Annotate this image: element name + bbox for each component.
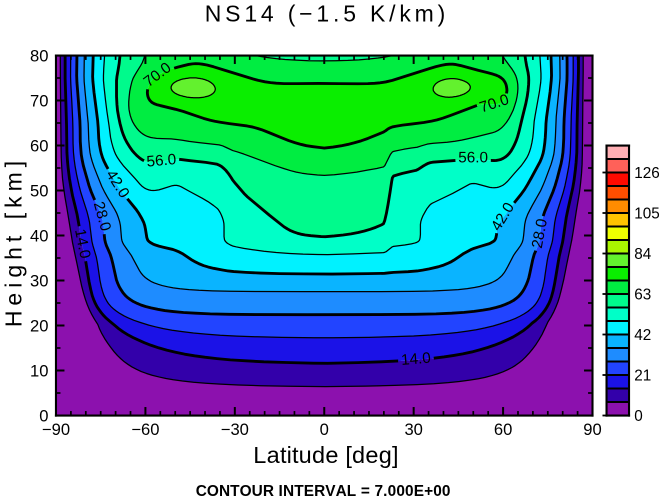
- svg-text:=: =: [361, 483, 370, 500]
- svg-text:60: 60: [30, 137, 48, 156]
- svg-text:21: 21: [634, 368, 651, 385]
- svg-text:S: S: [225, 1, 240, 27]
- svg-text:[: [: [345, 442, 352, 468]
- svg-text:T: T: [230, 483, 240, 500]
- svg-text:−: −: [299, 1, 312, 27]
- svg-text:e: e: [1, 293, 27, 306]
- svg-text:0: 0: [634, 408, 643, 425]
- svg-text:10: 10: [30, 362, 48, 381]
- svg-text:E: E: [304, 483, 314, 500]
- svg-text:K: K: [370, 1, 386, 27]
- svg-text:30: 30: [404, 420, 422, 439]
- svg-text:O: O: [240, 483, 252, 500]
- svg-text:(: (: [288, 1, 296, 27]
- svg-text:90: 90: [583, 420, 601, 439]
- svg-text:N: N: [283, 483, 294, 500]
- svg-text:N: N: [219, 483, 230, 500]
- svg-text:28.0: 28.0: [529, 217, 551, 249]
- svg-text:d: d: [352, 442, 365, 468]
- svg-text:0: 0: [433, 483, 442, 500]
- svg-text:0: 0: [320, 420, 329, 439]
- svg-text:−30: −30: [221, 420, 249, 439]
- svg-text:k: k: [1, 196, 27, 208]
- svg-text:U: U: [252, 483, 263, 500]
- svg-text:60: 60: [494, 420, 512, 439]
- svg-text:0: 0: [39, 407, 48, 426]
- svg-text:m: m: [415, 1, 434, 27]
- svg-text:]: ]: [392, 442, 399, 468]
- svg-text:.: .: [333, 1, 339, 27]
- svg-text:g: g: [379, 442, 392, 468]
- svg-text:N: N: [205, 1, 222, 27]
- svg-text:I: I: [279, 483, 283, 500]
- svg-text:63: 63: [634, 287, 651, 304]
- svg-text:T: T: [294, 483, 304, 500]
- svg-text:[: [: [1, 212, 27, 219]
- svg-text:R: R: [263, 483, 274, 500]
- svg-text:80: 80: [30, 47, 48, 66]
- svg-text:+: +: [424, 483, 433, 500]
- svg-text:u: u: [299, 442, 312, 468]
- svg-text:56.0: 56.0: [146, 151, 177, 171]
- svg-text:1: 1: [316, 1, 329, 27]
- svg-text:105: 105: [634, 206, 659, 223]
- svg-text:k: k: [399, 1, 411, 27]
- svg-text:40: 40: [30, 227, 48, 246]
- svg-text:20: 20: [30, 317, 48, 336]
- svg-text:1: 1: [244, 1, 257, 27]
- svg-text:h: h: [1, 247, 27, 260]
- svg-text:m: m: [0, 172, 26, 191]
- svg-text:.: .: [383, 483, 387, 500]
- svg-text:0: 0: [396, 483, 405, 500]
- svg-text:7: 7: [374, 483, 383, 500]
- svg-text:]: ]: [0, 161, 26, 167]
- svg-text:E: E: [414, 483, 424, 500]
- svg-text:H: H: [0, 311, 26, 328]
- svg-text:70: 70: [30, 92, 48, 111]
- svg-text:): ): [438, 1, 446, 27]
- svg-text:/: /: [389, 1, 396, 27]
- svg-text:14.0: 14.0: [71, 228, 93, 260]
- svg-text:0: 0: [442, 483, 451, 500]
- svg-text:L: L: [253, 442, 266, 468]
- svg-text:V: V: [325, 483, 336, 500]
- svg-text:g: g: [1, 265, 27, 278]
- svg-text:t: t: [0, 235, 26, 242]
- svg-text:O: O: [207, 483, 219, 500]
- svg-text:t: t: [292, 442, 299, 468]
- svg-text:50: 50: [30, 182, 48, 201]
- svg-text:a: a: [267, 442, 281, 468]
- svg-text:R: R: [314, 483, 325, 500]
- svg-text:i: i: [1, 283, 27, 288]
- svg-text:0: 0: [405, 483, 414, 500]
- svg-text:30: 30: [30, 272, 48, 291]
- svg-text:L: L: [347, 483, 356, 500]
- svg-text:C: C: [196, 483, 207, 500]
- svg-text:−60: −60: [131, 420, 159, 439]
- svg-text:84: 84: [634, 246, 651, 263]
- svg-text:t: t: [280, 442, 287, 468]
- svg-text:4: 4: [261, 1, 274, 27]
- svg-text:A: A: [336, 483, 347, 500]
- svg-text:5: 5: [343, 1, 356, 27]
- svg-text:e: e: [325, 442, 338, 468]
- svg-text:i: i: [287, 442, 292, 468]
- svg-text:0: 0: [388, 483, 397, 500]
- svg-text:−90: −90: [42, 420, 70, 439]
- svg-text:42: 42: [634, 327, 651, 344]
- svg-text:56.0: 56.0: [458, 149, 488, 166]
- svg-text:e: e: [365, 442, 378, 468]
- svg-text:14.0: 14.0: [400, 350, 431, 369]
- svg-text:d: d: [312, 442, 325, 468]
- svg-text:126: 126: [634, 165, 659, 182]
